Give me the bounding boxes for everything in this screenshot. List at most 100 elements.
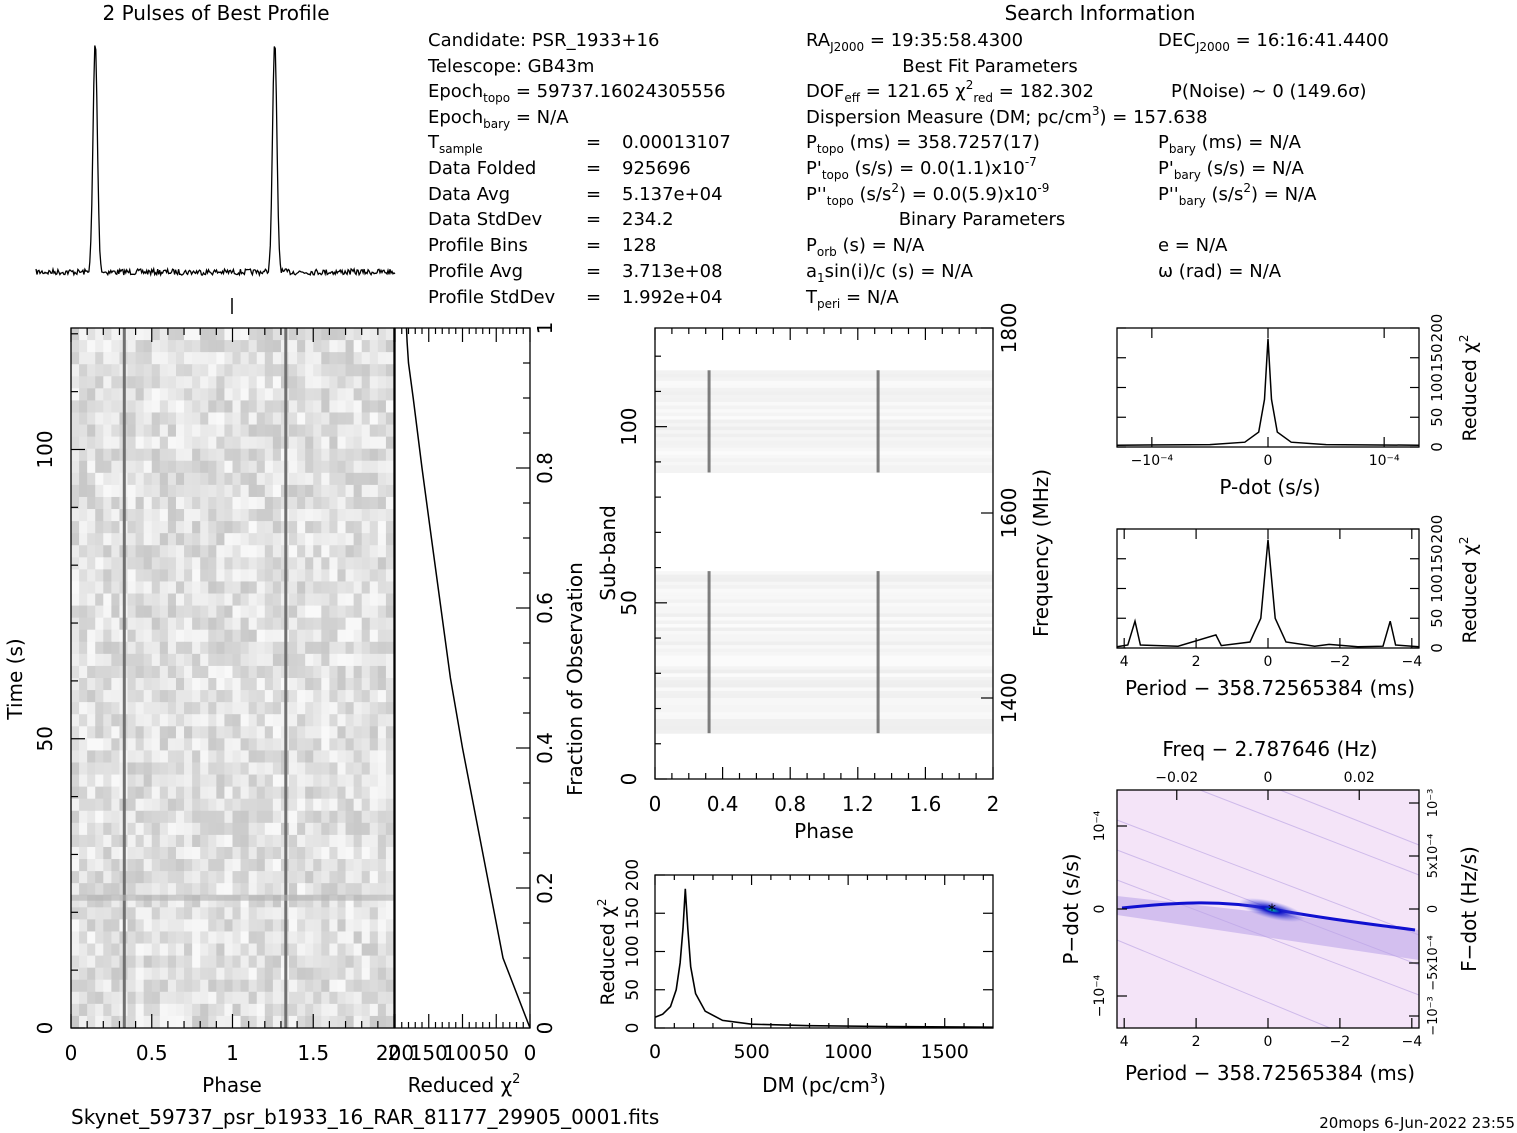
heatmap-cell — [79, 738, 88, 752]
heatmap-cell — [79, 400, 88, 414]
subband-row — [655, 430, 993, 435]
heatmap-cell — [313, 702, 322, 715]
heatmap-cell — [184, 352, 193, 365]
heatmap-cell — [87, 834, 96, 848]
heatmap-cell — [321, 1003, 330, 1017]
heatmap-cell — [232, 545, 242, 558]
heatmap-cell — [135, 436, 145, 450]
heatmap-cell — [111, 496, 121, 510]
heatmap-cell — [159, 943, 169, 957]
heatmap-cell — [200, 376, 209, 389]
top-tick-label: 0 — [1264, 770, 1273, 786]
heatmap-cell — [321, 388, 330, 402]
heatmap-cell — [321, 617, 330, 631]
heatmap-cell — [175, 678, 185, 691]
x-tick-label: 0.5 — [136, 1041, 168, 1065]
heatmap-cell — [289, 678, 298, 691]
heatmap-cell — [345, 509, 355, 522]
heatmap-cell — [248, 665, 258, 679]
heatmap-cell — [95, 762, 104, 776]
heatmap-cell — [272, 943, 282, 957]
heatmap-cell — [184, 810, 193, 824]
heatmap-cell — [240, 629, 250, 643]
heatmap-cell — [135, 991, 145, 1005]
heatmap-cell — [272, 1015, 282, 1029]
heatmap-cell — [248, 810, 258, 824]
heatmap-cell — [95, 726, 104, 739]
heatmap-cell — [256, 714, 266, 727]
profile-bins: 128 — [622, 235, 656, 256]
heatmap-cell — [232, 641, 242, 655]
heatmap-cell — [248, 496, 258, 510]
heatmap-cell — [224, 786, 234, 800]
heatmap-cell — [313, 593, 322, 607]
heatmap-cell — [79, 653, 88, 667]
heatmap-cell — [151, 931, 161, 945]
heatmap-cell — [313, 859, 322, 872]
heatmap-cell — [159, 979, 169, 993]
cumulative-frame — [394, 327, 531, 1029]
pdot-xlabel: P-dot (s/s) — [1219, 475, 1320, 499]
heatmap-cell — [377, 726, 387, 739]
heatmap-cell — [353, 496, 363, 510]
heatmap-cell — [175, 436, 185, 450]
subband-row — [655, 465, 993, 470]
heatmap-cell — [305, 859, 314, 872]
heatmap-cell — [224, 979, 234, 993]
heatmap-cell — [87, 822, 96, 836]
heatmap-cell — [135, 846, 145, 860]
heatmap-cell — [200, 665, 209, 679]
heatmap-cell — [240, 834, 250, 848]
heatmap-cell — [111, 340, 121, 353]
heatmap-cell — [127, 460, 137, 474]
heatmap-cell — [103, 883, 112, 896]
heatmap-cell — [361, 605, 371, 619]
heatmap-cell — [272, 388, 282, 402]
heatmap-cell — [159, 895, 169, 908]
heatmap-cell — [79, 412, 88, 426]
heatmap-cell — [224, 1003, 234, 1017]
heatmap-cell — [297, 750, 306, 764]
profile-stddev: 1.992e+04 — [622, 287, 723, 308]
heatmap-cell — [103, 810, 112, 824]
heatmap-cell — [175, 629, 185, 643]
heatmap-cell — [224, 545, 234, 558]
heatmap-cell — [208, 702, 217, 715]
heatmap-cell — [305, 762, 314, 776]
heatmap-cell — [71, 979, 80, 993]
heatmap-cell — [353, 919, 363, 933]
heatmap-cell — [175, 774, 185, 788]
heatmap-cell — [175, 460, 185, 474]
heatmap-cell — [361, 726, 371, 739]
heatmap-cell — [369, 424, 379, 438]
heatmap-cell — [143, 678, 153, 691]
x-tick-label: 4 — [1120, 654, 1129, 670]
heatmap-cell — [151, 605, 161, 619]
heatmap-cell — [216, 810, 226, 824]
period-ylabel: Reduced χ2 — [1457, 537, 1481, 644]
subband-row — [655, 419, 993, 424]
heatmap-cell — [264, 448, 274, 462]
heatmap-cell — [208, 436, 217, 450]
heatmap-cell — [305, 895, 314, 908]
heatmap-cell — [216, 496, 226, 510]
heatmap-cell — [167, 798, 177, 812]
heatmap-cell — [377, 1015, 387, 1029]
heatmap-cell — [377, 521, 387, 534]
heatmap-cell — [369, 955, 379, 969]
telescope: Telescope: GB43m — [427, 56, 594, 77]
heatmap-cell — [369, 702, 379, 715]
heatmap-cell — [224, 557, 234, 570]
heatmap-cell — [95, 376, 104, 389]
heatmap-cell — [200, 509, 209, 522]
heatmap-cell — [297, 967, 306, 981]
heatmap-cell — [111, 931, 121, 945]
svg-text:=: = — [586, 287, 601, 308]
heatmap-cell — [240, 424, 250, 438]
heatmap-cell — [248, 400, 258, 414]
heatmap-cell — [353, 424, 363, 438]
heatmap-cell — [297, 726, 306, 739]
heatmap-cell — [329, 919, 339, 933]
heatmap-cell — [151, 569, 161, 583]
heatmap-cell — [256, 593, 266, 607]
